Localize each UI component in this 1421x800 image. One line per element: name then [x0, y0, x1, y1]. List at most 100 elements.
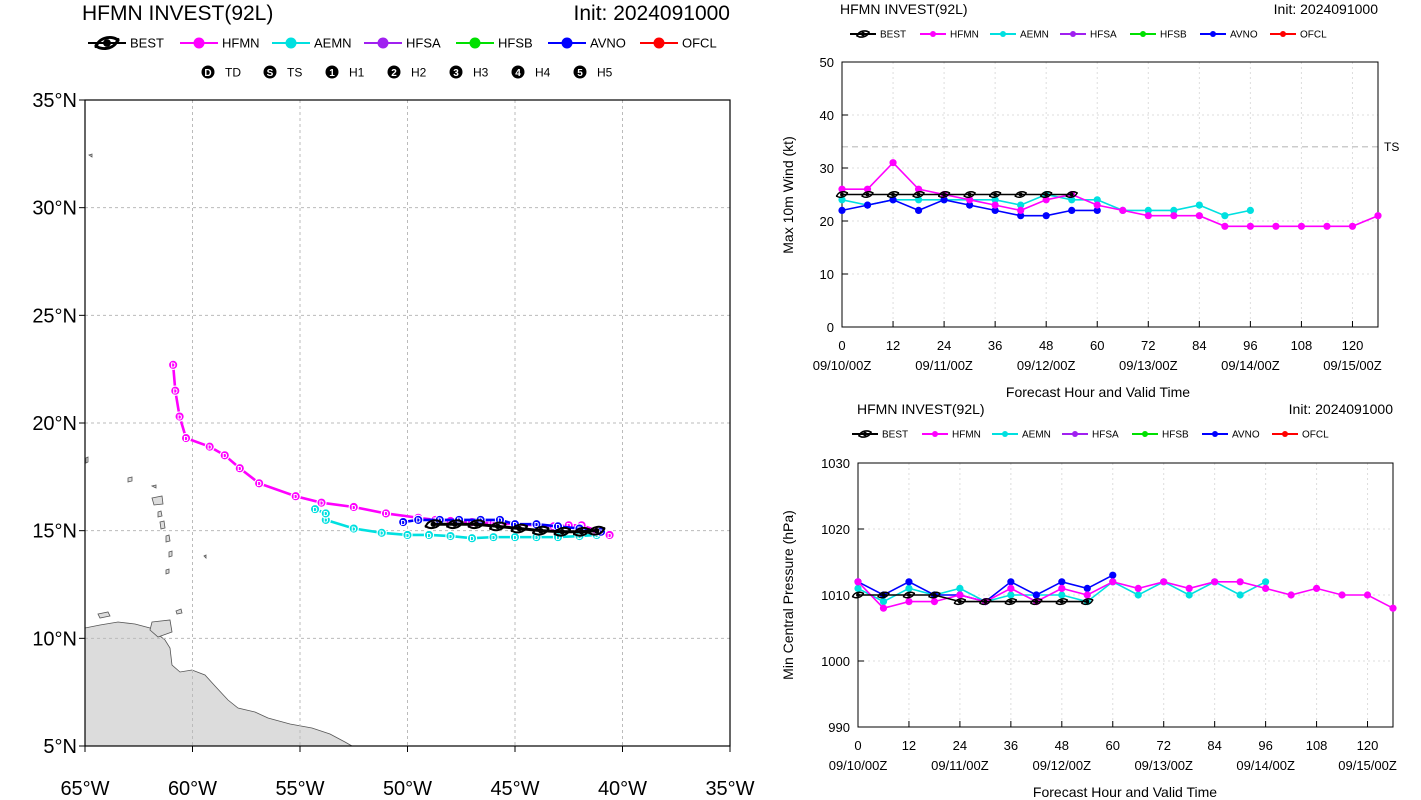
pressure-valid-time-label: 09/14/00Z	[1236, 758, 1295, 773]
td-marker	[445, 530, 456, 542]
wind-point-hfmn	[1144, 212, 1152, 220]
lon-tick-label: 40°W	[598, 778, 647, 800]
track-point-hfmn: D	[234, 463, 245, 474]
storm-glyph-eye	[495, 523, 501, 530]
intensity-label: H4	[535, 66, 551, 80]
pressure-valid-time-label: 09/12/00Z	[1033, 758, 1092, 773]
wind-point-avno	[1017, 212, 1025, 220]
legend-label: HFSA	[406, 36, 441, 51]
td-marker	[380, 508, 392, 519]
td-marker-char: D	[351, 505, 356, 512]
intensity-label: TS	[287, 66, 302, 80]
map-legend-item-ofcl: OFCL	[640, 36, 717, 51]
pressure-point-hfmn	[1058, 584, 1066, 593]
wind-point-aemn	[838, 196, 846, 204]
legend-label: AVNO	[1232, 430, 1260, 441]
wind-xlabel: Forecast Hour and Valid Time	[1006, 384, 1190, 400]
storm-glyph-eye	[1008, 599, 1013, 604]
track-best	[424, 519, 606, 537]
pressure-valid-time-label: 09/13/00Z	[1134, 758, 1193, 773]
wind-plot-area: 0 12 24 36 48 60 72 84 96 108 120 09/10/00Z 09/11/00…	[813, 55, 1382, 373]
lon-tick-label: 55°W	[275, 778, 324, 800]
pressure-legend-item-hfsa: HFSA	[1062, 430, 1119, 441]
wind-point-aemn	[1170, 206, 1178, 214]
wind-best-point	[861, 191, 874, 198]
lon-tick-label: 35°W	[705, 778, 754, 800]
track-point-hfmn: D	[219, 450, 230, 461]
map-legend-item-best: BEST	[88, 36, 164, 51]
map-init-label: Init: 2024091000	[574, 2, 730, 25]
intensity-label: H1	[349, 66, 365, 80]
wind-point-hfmn	[991, 201, 999, 209]
td-marker	[466, 533, 478, 544]
legend-label: HFMN	[950, 30, 979, 41]
td-marker-char: D	[534, 522, 539, 529]
pressure-point-hfmn	[1083, 591, 1091, 599]
td-marker	[348, 501, 359, 513]
storm-glyph-eye	[891, 192, 895, 197]
storm-glyph-arm	[835, 191, 849, 198]
td-marker-char: D	[222, 453, 227, 460]
legend-marker	[1000, 31, 1006, 37]
td-marker-char: D	[323, 511, 328, 518]
legend-label: AVNO	[590, 36, 626, 51]
pressure-xlabel: Forecast Hour and Valid Time	[1033, 784, 1217, 800]
pressure-x-tick-label: 36	[1004, 738, 1018, 753]
storm-glyph-eye	[430, 521, 437, 527]
wind-valid-time-label: 09/15/00Z	[1323, 358, 1382, 373]
coast-fragment-2	[85, 456, 89, 464]
storm-glyph-arm	[1030, 599, 1043, 606]
wind-point-hfmn	[1017, 206, 1025, 214]
td-marker-char: D	[577, 526, 582, 533]
land-masses	[84, 153, 354, 747]
pressure-series-best	[851, 591, 1094, 606]
wind-best-point	[1040, 191, 1053, 198]
legend-marker	[1070, 31, 1076, 37]
td-marker-char: D	[555, 535, 560, 542]
legend-marker	[1142, 431, 1148, 437]
pressure-point-hfmn	[1109, 578, 1117, 586]
wind-point-hfmn	[1246, 222, 1254, 230]
td-marker-char: D	[237, 466, 242, 473]
pressure-point-avno	[1109, 571, 1117, 579]
antigua-island	[150, 484, 157, 489]
wind-point-aemn	[1144, 206, 1152, 214]
map-legend-item-hfmn: HFMN	[180, 36, 260, 51]
pressure-best-point	[928, 591, 941, 599]
td-marker	[398, 516, 409, 528]
td-marker-char: D	[171, 363, 176, 370]
pressure-valid-time-label: 09/15/00Z	[1338, 758, 1397, 773]
td-marker	[316, 497, 327, 508]
map-legend-item-aemn: AEMN	[272, 36, 352, 51]
wind-legend-item-avno: AVNO	[1200, 30, 1258, 41]
td-marker-char: D	[207, 444, 212, 451]
wind-point-avno	[1068, 206, 1076, 214]
track-point-aemn: D	[320, 508, 331, 519]
wind-point-avno	[863, 201, 872, 209]
legend-marker	[1072, 431, 1078, 437]
storm-glyph-eye	[103, 39, 111, 47]
pressure-plot-area: 0 12 24 36 48 60 72 84 96 108 120 09/10/00Z 09/11/00…	[821, 456, 1397, 773]
track-point-hfmn: D	[180, 432, 192, 444]
legend-marker	[561, 37, 573, 49]
legend-label: BEST	[880, 30, 906, 41]
storm-glyph-eye	[1044, 192, 1049, 197]
td-marker-char: D	[177, 414, 182, 421]
track-point-avno: D	[413, 514, 424, 526]
wind-y-tick-label: 10	[820, 267, 834, 282]
storm-glyph-arm	[856, 31, 870, 38]
td-marker-char: D	[173, 389, 178, 396]
td-marker-char: D	[293, 494, 298, 501]
wind-point-hfmn	[1042, 196, 1050, 204]
legend-marker	[193, 37, 205, 49]
td-marker	[413, 514, 424, 526]
intensity-symbol	[325, 65, 339, 79]
td-marker-char: D	[555, 524, 560, 531]
legend-label: OFCL	[682, 36, 717, 51]
intensity-label: H5	[597, 66, 613, 80]
lat-tick-label: 30°N	[32, 198, 77, 220]
wind-point-avno	[991, 206, 999, 214]
intensity-legend: D TD S TS 1 H1 2 H2 3 H3 4 H4 5 H5	[201, 65, 613, 80]
pressure-point-aemn	[1185, 591, 1193, 599]
td-marker	[348, 523, 359, 534]
